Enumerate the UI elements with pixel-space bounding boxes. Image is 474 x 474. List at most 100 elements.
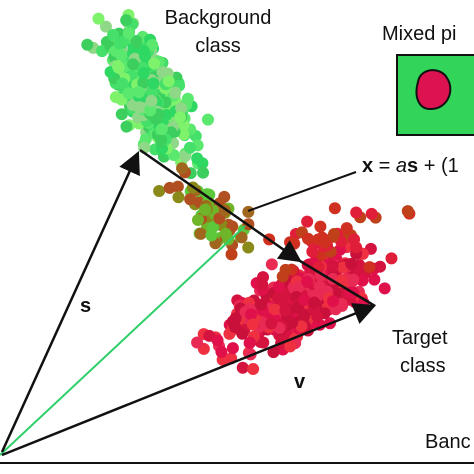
dot xyxy=(254,298,267,311)
difference-line xyxy=(299,259,376,308)
pointer xyxy=(247,171,357,212)
dot xyxy=(378,282,391,295)
dot xyxy=(137,66,150,79)
dot xyxy=(127,58,140,71)
dot xyxy=(298,309,311,322)
label: Background xyxy=(165,7,272,29)
dot xyxy=(401,205,414,218)
difference-arrow xyxy=(139,148,302,263)
dot xyxy=(163,181,176,194)
dot xyxy=(295,320,308,333)
dot xyxy=(284,340,297,353)
dot xyxy=(207,221,220,234)
dot xyxy=(308,296,321,309)
dot xyxy=(311,310,324,323)
point-cloud xyxy=(81,9,416,375)
dot xyxy=(374,260,387,273)
dot xyxy=(132,86,145,99)
dot xyxy=(107,29,120,42)
dot xyxy=(144,104,157,117)
dot xyxy=(120,14,133,27)
dot xyxy=(191,336,204,349)
dot xyxy=(276,270,289,283)
dot xyxy=(184,193,197,206)
dot xyxy=(174,111,187,124)
dot xyxy=(122,87,135,100)
vector-v xyxy=(1,303,377,457)
dot xyxy=(92,12,105,25)
dot xyxy=(246,318,259,331)
dot xyxy=(291,301,304,314)
dot xyxy=(155,123,168,136)
dot xyxy=(306,245,319,258)
dot xyxy=(137,76,150,89)
dot xyxy=(211,334,224,347)
dot xyxy=(215,345,228,358)
dot xyxy=(115,49,128,62)
dot xyxy=(301,275,314,288)
dot xyxy=(313,280,326,293)
dot xyxy=(348,233,361,246)
mixing-line xyxy=(0,225,246,456)
dot xyxy=(122,27,135,40)
dot xyxy=(340,222,353,235)
dot xyxy=(363,261,376,274)
dot xyxy=(298,293,311,306)
dot xyxy=(176,162,189,175)
dot xyxy=(326,259,339,272)
dot xyxy=(162,75,175,88)
dot xyxy=(236,361,249,374)
eq-part: x xyxy=(362,155,373,177)
dot xyxy=(365,207,378,220)
dot xyxy=(229,320,242,333)
vector-s xyxy=(0,150,140,453)
dot xyxy=(153,184,166,197)
dot xyxy=(148,57,161,70)
label: v xyxy=(294,371,306,393)
dot xyxy=(201,113,214,126)
dot xyxy=(99,20,112,33)
eq-part: + (1 xyxy=(418,155,459,177)
eq-part: = xyxy=(373,155,396,177)
dot xyxy=(191,152,204,165)
dot xyxy=(218,190,231,203)
dot xyxy=(169,86,182,99)
dot xyxy=(191,213,204,226)
dot xyxy=(147,77,160,90)
dot xyxy=(314,220,327,233)
dot xyxy=(272,292,285,305)
dot xyxy=(133,101,146,114)
dot xyxy=(267,346,280,359)
inset-blob xyxy=(415,69,452,111)
dot xyxy=(229,312,242,325)
dot xyxy=(112,61,125,74)
dot xyxy=(350,206,363,219)
dot xyxy=(279,304,292,317)
dot xyxy=(368,273,381,286)
dot xyxy=(301,215,314,228)
dot xyxy=(345,257,358,270)
dot xyxy=(114,37,127,50)
dot xyxy=(356,274,369,287)
label: s xyxy=(80,295,91,317)
eq-part: a xyxy=(396,155,407,177)
dot xyxy=(115,108,128,121)
label: class xyxy=(195,35,241,57)
dot xyxy=(139,50,152,63)
dot xyxy=(286,316,299,329)
dot xyxy=(265,317,278,330)
dot xyxy=(172,191,185,204)
dot xyxy=(247,362,260,375)
dot xyxy=(243,336,256,349)
dot xyxy=(328,202,341,215)
dot xyxy=(235,231,248,244)
dot xyxy=(219,227,232,240)
label: class xyxy=(400,355,446,377)
dot xyxy=(302,232,315,245)
dot xyxy=(256,278,269,291)
dot xyxy=(155,134,168,147)
dot xyxy=(175,102,188,115)
dot xyxy=(319,236,332,249)
dot xyxy=(81,38,94,51)
eq-part: s xyxy=(407,155,418,177)
